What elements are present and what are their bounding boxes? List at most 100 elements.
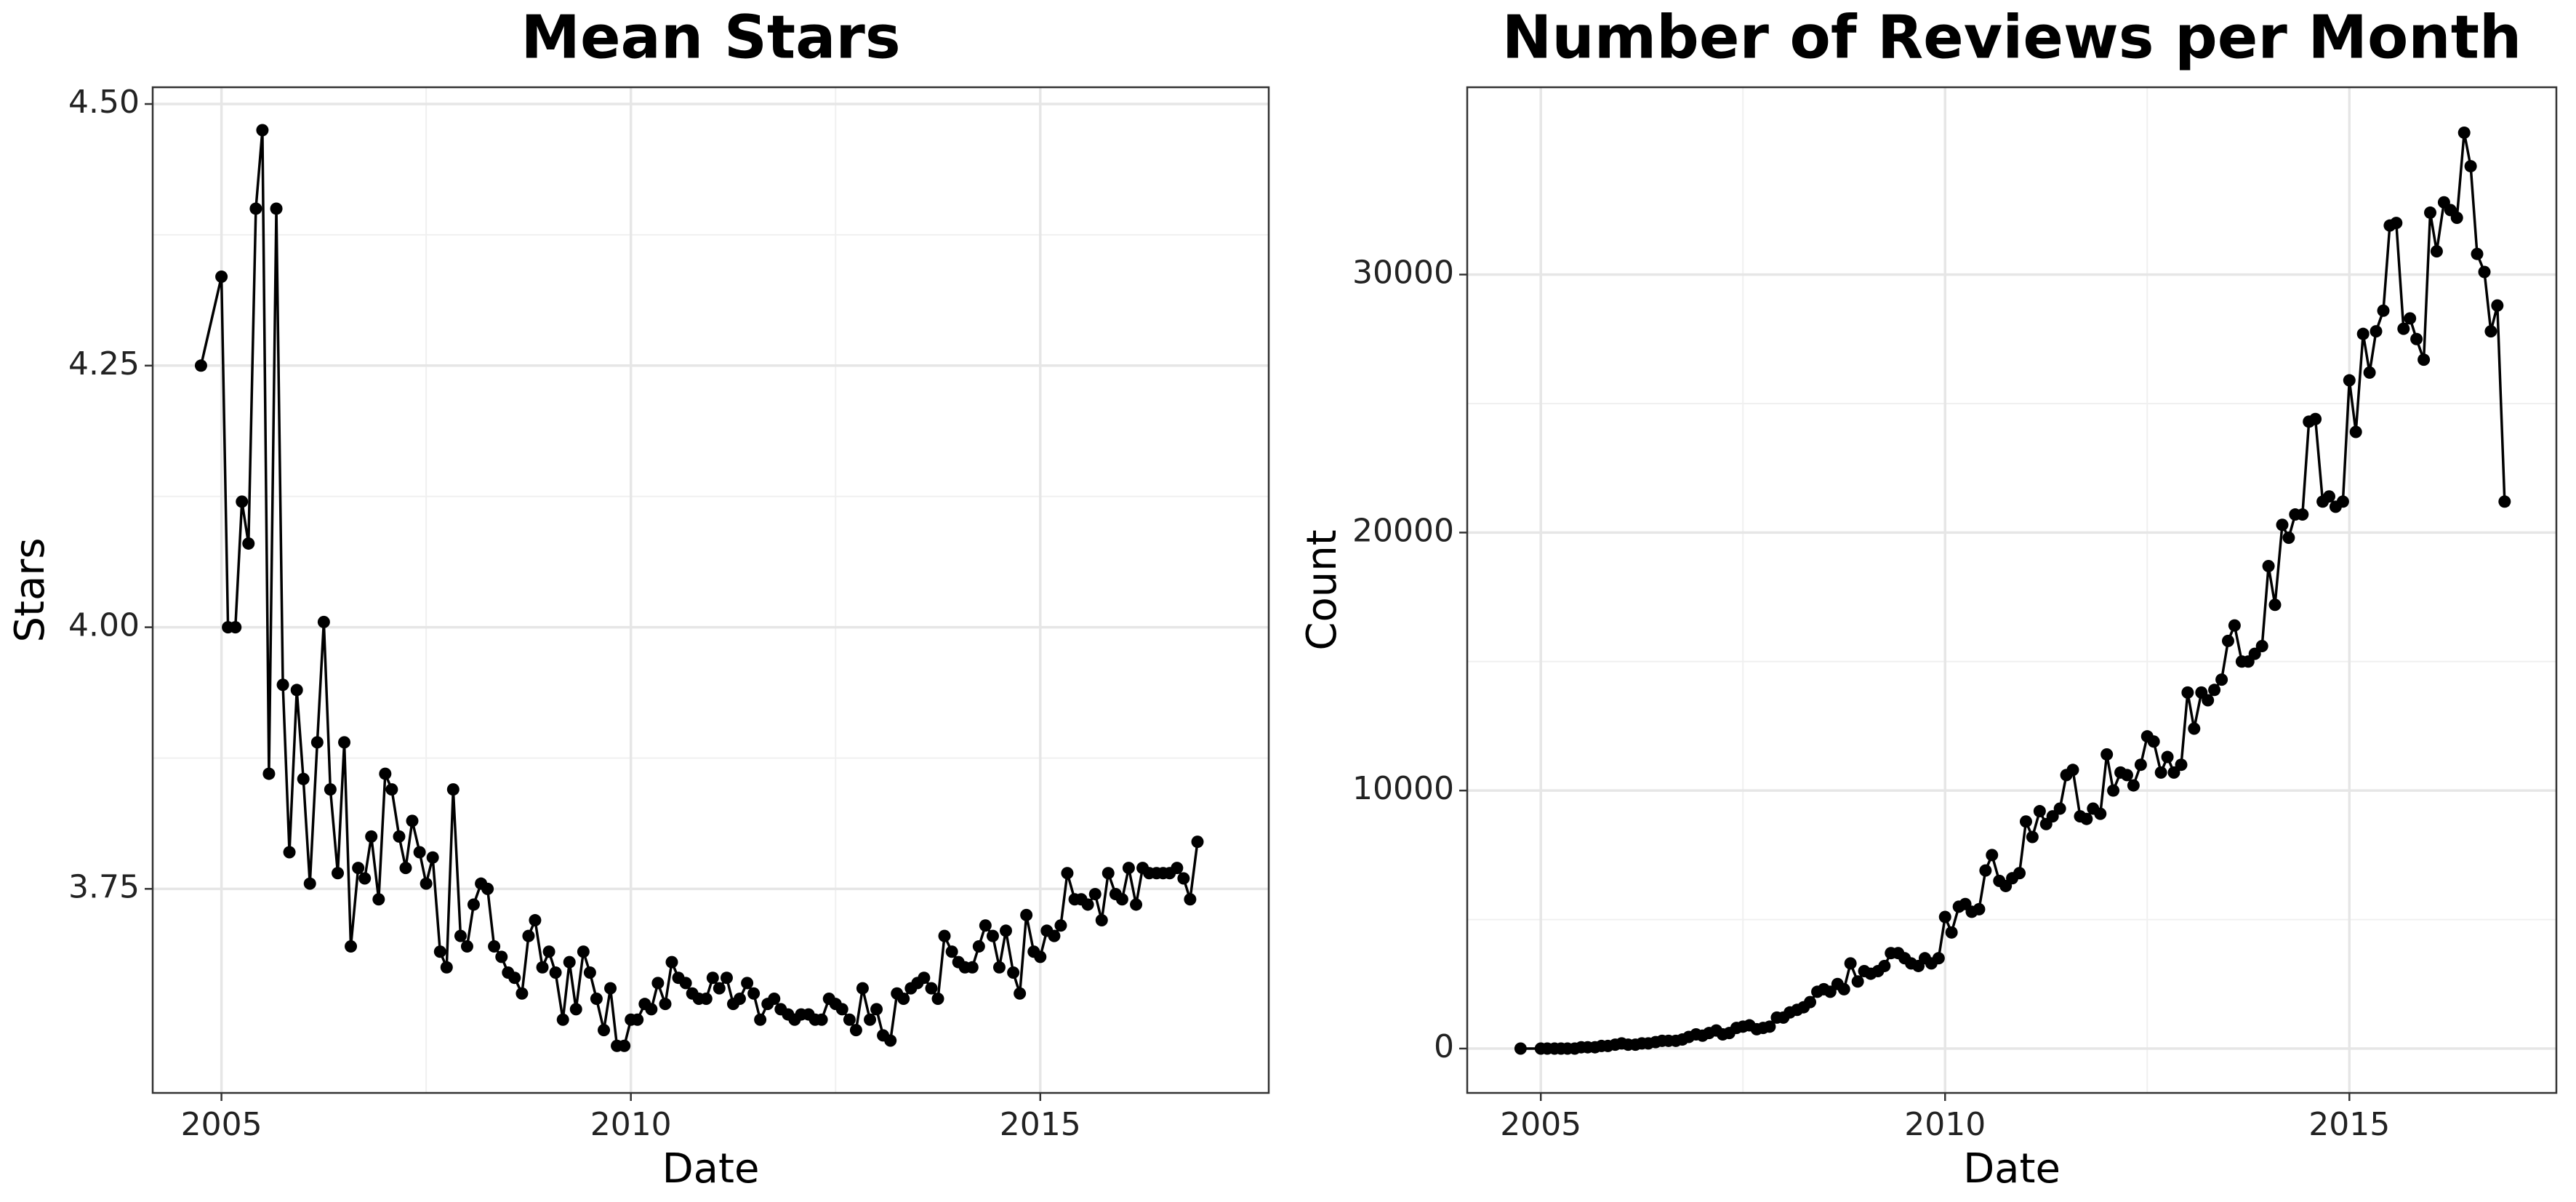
data-point <box>385 783 398 796</box>
data-point <box>2484 325 2497 338</box>
data-point <box>2107 784 2120 797</box>
y-axis-title: Stars <box>7 537 54 642</box>
data-point <box>549 966 562 979</box>
data-point <box>413 846 426 859</box>
data-point <box>536 961 549 974</box>
data-point <box>433 945 446 958</box>
x-tick-label: 2010 <box>590 1106 672 1143</box>
data-point <box>1034 950 1047 963</box>
data-point <box>713 982 726 995</box>
data-point <box>2464 160 2477 173</box>
data-point <box>598 1024 611 1037</box>
plot-border <box>151 86 1270 1094</box>
data-point <box>747 987 761 1000</box>
data-point <box>2147 735 2160 748</box>
data-point <box>563 955 576 969</box>
data-point <box>2188 722 2201 735</box>
data-point <box>2397 322 2410 335</box>
data-point <box>583 966 596 979</box>
data-point <box>2424 206 2437 219</box>
data-point <box>2262 560 2275 573</box>
data-point <box>194 359 207 372</box>
data-point <box>870 1003 883 1016</box>
x-tick-label: 2005 <box>1500 1106 1581 1143</box>
data-point <box>2268 598 2282 612</box>
data-point <box>399 862 412 875</box>
data-point <box>897 992 910 1005</box>
data-point <box>2377 304 2390 317</box>
data-point <box>754 1013 767 1026</box>
data-point <box>618 1039 631 1052</box>
data-point <box>345 940 358 953</box>
data-point <box>856 982 869 995</box>
data-point <box>1851 975 1864 988</box>
y-tick-label: 3.75 <box>68 868 140 905</box>
y-tick-label: 30000 <box>1352 255 1454 292</box>
y-tick-label: 10000 <box>1352 770 1454 807</box>
data-point <box>938 929 951 942</box>
data-point <box>270 202 283 215</box>
data-point <box>2356 327 2370 340</box>
data-point <box>2410 332 2423 345</box>
data-point <box>966 961 979 974</box>
data-point <box>2215 673 2228 686</box>
data-point <box>2161 750 2174 764</box>
data-point <box>2309 412 2322 425</box>
data-point <box>1061 867 1074 880</box>
data-point <box>256 124 269 137</box>
data-point <box>2167 766 2180 779</box>
data-point <box>741 977 754 990</box>
data-point <box>276 678 289 692</box>
data-point <box>365 830 378 843</box>
data-point <box>864 1013 877 1026</box>
data-point <box>2033 805 2046 818</box>
data-point <box>1184 893 1197 906</box>
chart-title: Number of Reviews per Month <box>1502 3 2522 72</box>
data-point <box>1014 987 1027 1000</box>
data-point <box>2498 495 2511 508</box>
data-point <box>215 270 228 283</box>
data-point <box>699 992 713 1005</box>
data-point <box>1020 908 1033 921</box>
data-point <box>522 929 535 942</box>
data-point <box>2255 639 2268 652</box>
data-point <box>229 621 242 634</box>
data-point <box>2019 815 2032 828</box>
data-point <box>1932 952 1945 965</box>
data-point <box>2491 299 2504 312</box>
data-point <box>2228 619 2241 632</box>
data-point <box>2202 694 2215 707</box>
data-point <box>297 772 310 785</box>
data-point <box>2343 374 2356 387</box>
data-point <box>467 898 480 911</box>
data-point <box>835 1003 848 1016</box>
data-point <box>2175 758 2188 772</box>
data-point <box>577 945 590 958</box>
x-tick-label: 2015 <box>2308 1106 2390 1143</box>
data-point <box>556 1013 569 1026</box>
data-point <box>679 977 692 990</box>
data-point <box>1979 864 1992 877</box>
chart-panel: 3.75 4.00 4.25 4.50 2005 2010 2015 Mean Stars Da… <box>7 3 1270 1193</box>
data-point <box>1986 849 1999 862</box>
data-point <box>569 1003 582 1016</box>
y-axis-title: Count <box>1299 529 1346 650</box>
data-point <box>290 684 303 697</box>
data-point <box>1823 985 1837 998</box>
x-tick-label: 2005 <box>181 1106 262 1143</box>
data-point <box>352 862 365 875</box>
y-tick-label: 20000 <box>1352 512 1454 549</box>
data-point <box>1088 888 1102 901</box>
data-point <box>1878 959 1891 972</box>
data-point <box>2046 810 2059 823</box>
data-point <box>488 940 501 953</box>
data-point <box>2430 245 2443 258</box>
data-point <box>1102 867 1115 880</box>
data-point <box>2363 366 2376 379</box>
plot-background <box>1467 87 2556 1093</box>
data-point <box>2208 684 2221 697</box>
data-point <box>1007 966 1020 979</box>
data-point <box>645 1003 658 1016</box>
data-point <box>1095 914 1108 927</box>
